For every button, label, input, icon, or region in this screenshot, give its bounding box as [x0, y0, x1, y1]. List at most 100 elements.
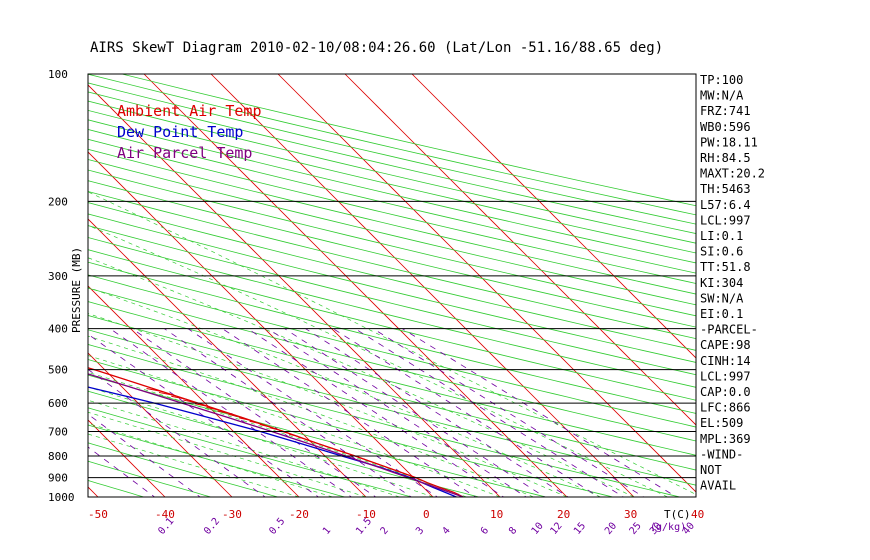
pressure-tick-label: 100 — [48, 68, 68, 81]
pressure-tick-label: 1000 — [48, 491, 75, 504]
dry-adiabat-line — [88, 261, 696, 414]
mixing-ratio-tick-label: 0.2 — [202, 516, 222, 537]
moist-adiabat-line — [88, 287, 601, 497]
legend: Ambient Air Temp Dew Point Temp Air Parcel… — [117, 102, 262, 162]
bottom-temp-tick-label: -40 — [155, 508, 175, 521]
bottom-temp-tick-label: -10 — [356, 508, 376, 521]
dry-adiabat-line — [88, 159, 696, 306]
mixing-ratio-tick-label: 1 — [321, 525, 333, 537]
stat-item: PW:18.11 — [700, 135, 758, 149]
dry-adiabat-line — [88, 202, 696, 351]
pressure-tick-label: 400 — [48, 323, 68, 336]
mixing-ratio-line — [402, 328, 678, 497]
stat-item: TH:5463 — [700, 182, 751, 196]
dry-adiabat-line — [88, 191, 696, 340]
stat-item: LCL:997 — [700, 369, 751, 383]
dry-adiabat-line — [88, 138, 696, 284]
dry-adiabat-line — [88, 359, 615, 497]
moist-adiabat-line — [88, 371, 467, 497]
stat-item: MW:N/A — [700, 89, 744, 103]
legend-entry: Air Parcel Temp — [117, 144, 252, 162]
pressure-tick-label: 800 — [48, 450, 68, 463]
dry-adiabat-line — [88, 109, 696, 254]
isotherm-line — [210, 74, 635, 497]
mixing-ratio-tick-label: 2 — [379, 525, 391, 537]
dry-adiabat-line — [88, 407, 414, 497]
dry-adiabat-line — [88, 148, 696, 295]
stat-item: EL:509 — [700, 416, 743, 430]
isotherm-line — [88, 151, 434, 497]
mixing-ratio-line — [305, 328, 569, 497]
y-axis-label: PRESSURE (MB) — [70, 247, 83, 333]
stat-item: EI:0.1 — [700, 307, 743, 321]
isotherm-line — [411, 74, 696, 359]
pressure-tick-label: 600 — [48, 397, 68, 410]
mixing-ratio-line — [109, 328, 353, 497]
stat-item: MPL:369 — [700, 432, 751, 446]
stat-item: LCL:997 — [700, 213, 751, 227]
moist-adiabat-line — [88, 335, 534, 497]
mixing-ratio-line — [247, 328, 505, 497]
mixing-ratio-tick-label: 15 — [572, 521, 588, 537]
stat-item: TT:51.8 — [700, 260, 751, 274]
bottom-temp-tick-label: -30 — [222, 508, 242, 521]
bottom-temp-tick-label: 40 — [691, 508, 704, 521]
dry-adiabat-line — [88, 390, 481, 497]
legend-entry: Ambient Air Temp — [117, 102, 262, 120]
dry-adiabat-line — [88, 225, 696, 376]
legend-entry: Dew Point Temp — [117, 123, 243, 141]
dry-adiabat-line — [88, 169, 696, 317]
bottom-temp-tick-label: 30 — [624, 508, 637, 521]
bottom-temp-tick-label: 20 — [557, 508, 570, 521]
stat-item: KI:304 — [700, 276, 743, 290]
dry-adiabat-line — [0, 74, 39, 506]
dry-adiabat-line — [88, 424, 347, 497]
bottom-temp-tick-label: -50 — [88, 508, 108, 521]
isotherm-line — [88, 218, 367, 497]
moist-adiabat-line — [88, 399, 400, 497]
pressure-tick-label: 200 — [48, 195, 68, 208]
pressure-tick-label: 500 — [48, 364, 68, 377]
mixing-ratio-line — [373, 328, 645, 497]
dry-adiabat-line — [88, 237, 696, 388]
mixing-ratio-line — [222, 328, 477, 497]
pressure-tick-label: 700 — [48, 425, 68, 438]
stat-item: FRZ:741 — [700, 104, 751, 118]
isotherm-line — [344, 74, 696, 426]
mixing-ratio-line — [88, 368, 266, 497]
dry-adiabat-line — [88, 301, 696, 456]
stat-item: MAXT:20.2 — [700, 167, 765, 181]
stat-item: -PARCEL- — [700, 323, 758, 337]
dry-adiabat-line — [88, 180, 696, 328]
bottom-temp-tick-label: 10 — [490, 508, 503, 521]
isotherm-line — [277, 74, 696, 493]
mixing-ratio-tick-label: 20 — [603, 521, 619, 537]
isotherm-line — [88, 285, 300, 497]
mixing-ratio-line — [88, 446, 156, 497]
mixing-ratio-tick-label: 0.5 — [267, 516, 287, 537]
stat-item: TP:100 — [700, 73, 743, 87]
stat-item: WB0:596 — [700, 120, 751, 134]
dry-adiabat-line — [88, 442, 280, 497]
dry-adiabat-line — [88, 343, 682, 497]
plot-frame — [87, 73, 697, 498]
mixing-ratio-tick-label: 3 — [414, 525, 426, 537]
stat-item: CINH:14 — [700, 354, 751, 368]
mixing-ratio-line — [164, 328, 412, 497]
stat-item: L57:6.4 — [700, 198, 751, 212]
pressure-tick-label: 300 — [48, 270, 68, 283]
dry-adiabat-line — [88, 129, 696, 274]
bottom-temp-tick-label: -20 — [289, 508, 309, 521]
mixing-ratio-line — [131, 328, 377, 497]
stat-item: LI:0.1 — [700, 229, 743, 243]
moist-adiabat-line — [88, 433, 300, 497]
stat-item: RH:84.5 — [700, 151, 751, 165]
bottom-temp-tick-label: 0 — [423, 508, 430, 521]
stat-item: SW:N/A — [700, 291, 744, 305]
dry-adiabat-line — [88, 287, 696, 442]
dry-adiabat-line — [88, 119, 696, 264]
dry-adiabat-line — [88, 460, 213, 497]
chart-title: AIRS SkewT Diagram 2010-02-10/08:04:26.6… — [90, 40, 663, 56]
